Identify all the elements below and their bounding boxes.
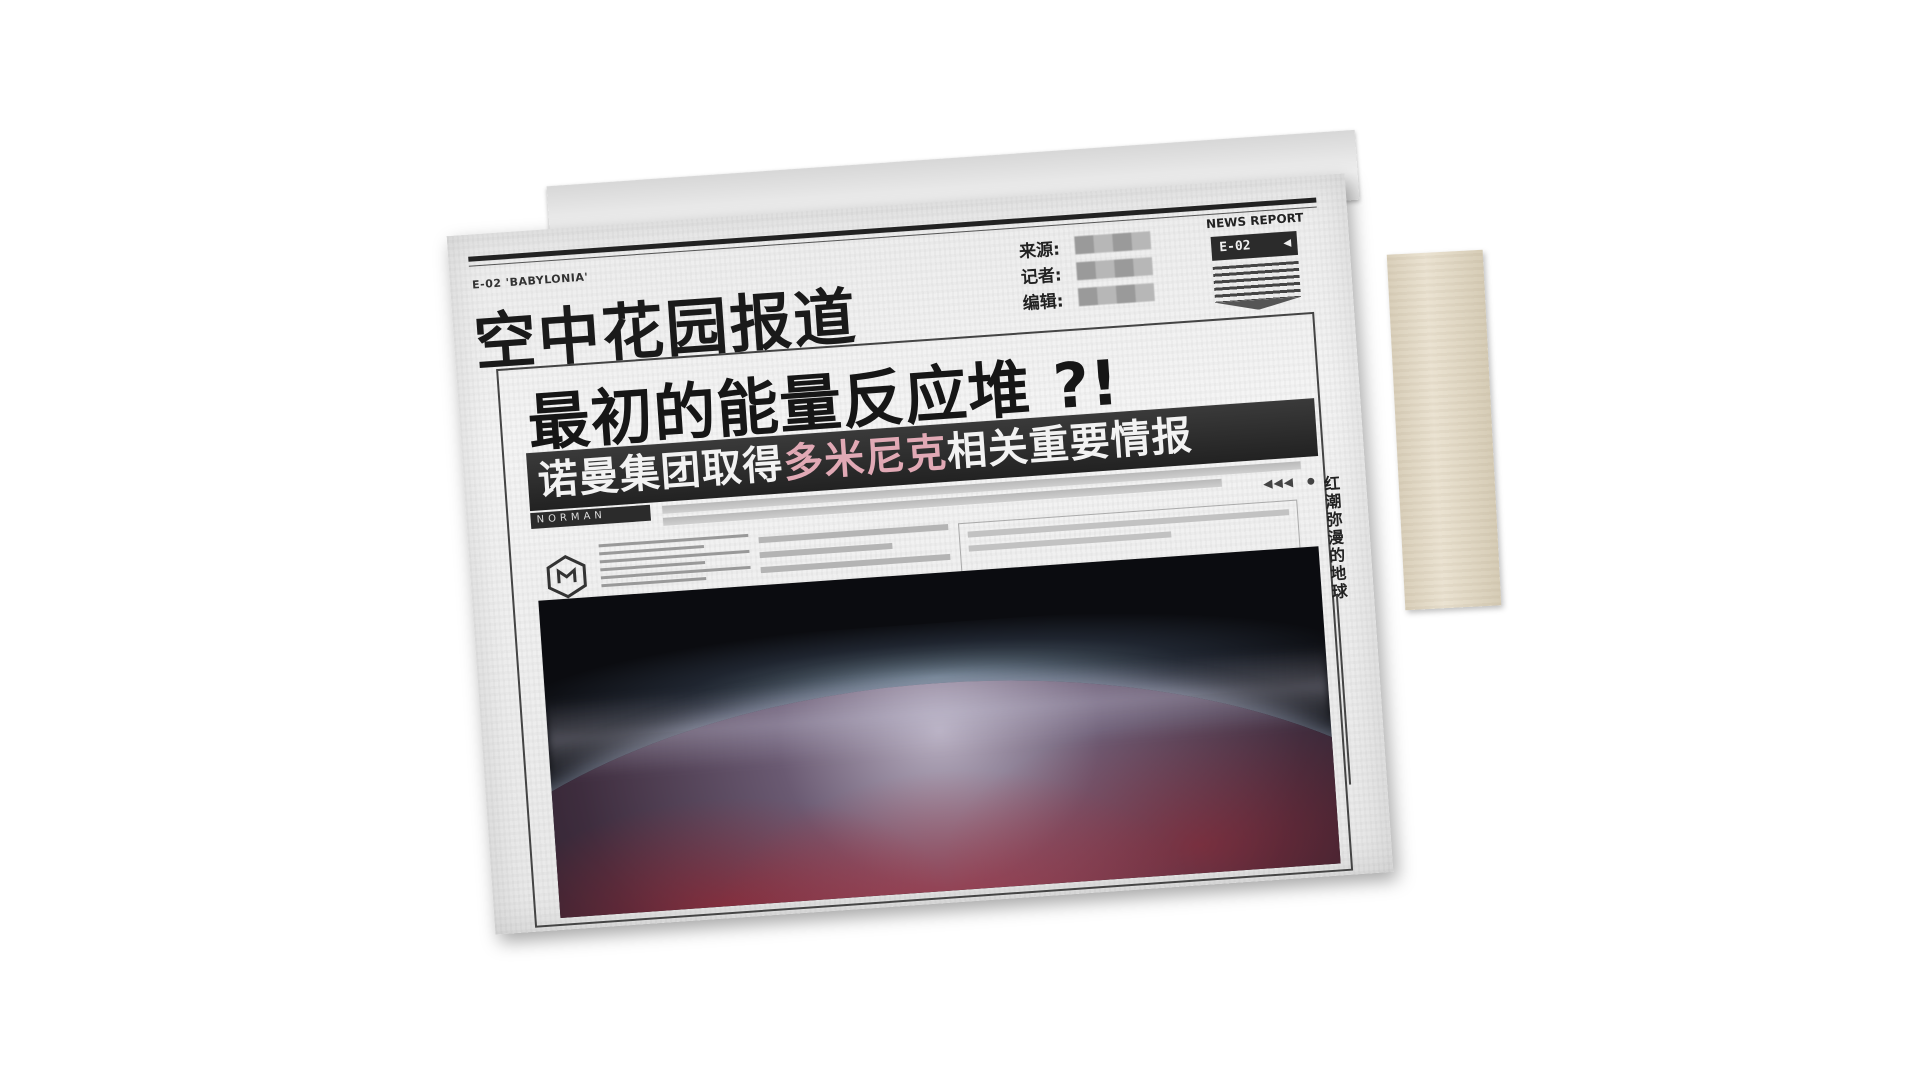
issue-code: E-02	[1219, 238, 1251, 255]
striped-emblem	[1213, 261, 1301, 303]
norman-logo-icon	[543, 553, 590, 600]
reporter-label: 记者:	[1020, 259, 1078, 288]
meta-block: 来源: 记者: 编辑:	[1018, 226, 1173, 314]
subhead-pre: 诺曼集团取得	[536, 441, 785, 504]
issue-code-box: E-02 ◀	[1211, 231, 1298, 261]
earth-photo	[538, 546, 1340, 918]
source-redacted	[1074, 231, 1151, 254]
aged-back-sheet	[1387, 250, 1502, 611]
photo-caption: 红潮弥漫的地球	[1320, 474, 1351, 601]
source-label: 来源:	[1018, 233, 1076, 262]
subhead-post: 相关重要情报	[945, 413, 1194, 476]
arrow-indicator: ◀◀◀	[1263, 475, 1295, 491]
side-small-label: ●	[1306, 476, 1317, 487]
reporter-redacted	[1076, 257, 1153, 280]
megaphone-icon: ◀	[1283, 231, 1292, 255]
newspaper: E-02 'BABYLONIA' 空中花园报道 来源: 记者: 编辑: NEWS…	[447, 173, 1394, 934]
subhead-highlight: 多米尼克	[782, 430, 949, 487]
editor-label: 编辑:	[1022, 285, 1080, 314]
editor-redacted	[1078, 283, 1155, 306]
